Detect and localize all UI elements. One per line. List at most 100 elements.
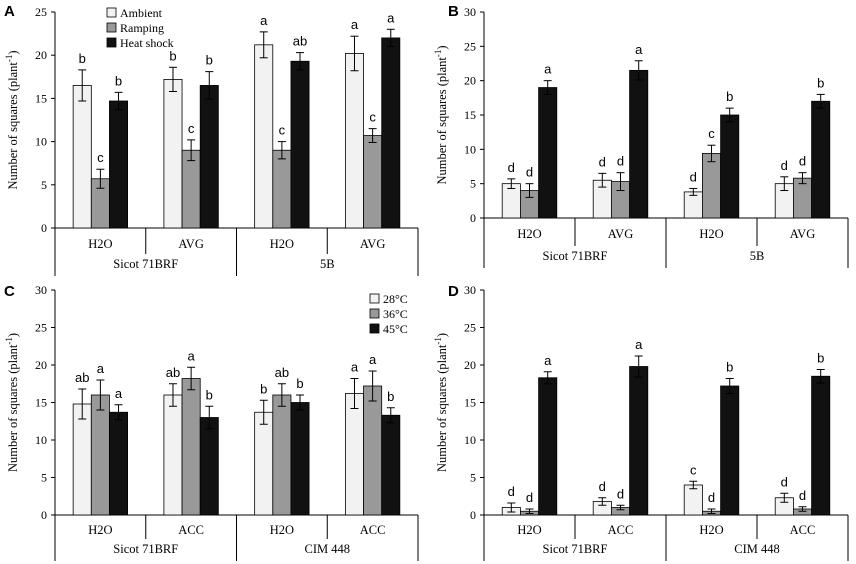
bar bbox=[720, 385, 740, 516]
significance-label: b bbox=[206, 387, 213, 402]
x-category-label: AVG bbox=[790, 227, 815, 241]
x-group-label: Sicot 71BRF bbox=[543, 249, 608, 263]
significance-label: c bbox=[188, 121, 195, 136]
significance-label: b bbox=[115, 73, 122, 88]
legend-label: Ramping bbox=[120, 21, 164, 35]
bar bbox=[199, 417, 219, 516]
y-axis-title-sup: -1 bbox=[433, 337, 443, 345]
y-tick-label: 0 bbox=[470, 508, 476, 522]
x-category-label: H2O bbox=[270, 523, 294, 537]
y-tick-label: 25 bbox=[35, 321, 47, 335]
y-tick-label: 15 bbox=[35, 91, 47, 105]
bar bbox=[363, 135, 383, 229]
x-group-label: 5B bbox=[320, 257, 335, 271]
y-tick-label: 25 bbox=[35, 5, 47, 19]
x-category-label: AVG bbox=[608, 227, 633, 241]
y-tick-label: 15 bbox=[464, 396, 476, 410]
significance-label: a bbox=[635, 337, 643, 352]
y-axis-title-sup: -1 bbox=[4, 337, 14, 345]
bar bbox=[629, 69, 649, 219]
bar bbox=[109, 100, 128, 229]
y-axis-title-close: ) bbox=[435, 333, 449, 337]
significance-label: d bbox=[526, 165, 533, 180]
bar bbox=[72, 403, 92, 516]
y-tick-label: 30 bbox=[35, 283, 47, 297]
significance-label: d bbox=[508, 484, 515, 499]
bar bbox=[629, 366, 649, 516]
significance-label: b bbox=[206, 53, 213, 68]
significance-label: b bbox=[726, 89, 733, 104]
bar bbox=[290, 402, 310, 516]
y-tick-label: 30 bbox=[464, 5, 476, 19]
x-category-label: H2O bbox=[699, 523, 723, 537]
bar bbox=[199, 85, 219, 229]
significance-label: a bbox=[260, 13, 268, 28]
significance-label: a bbox=[351, 360, 359, 375]
bar bbox=[254, 44, 274, 229]
panel-label: B bbox=[448, 3, 459, 20]
y-axis-title-text: Number of squares (plant bbox=[6, 62, 20, 190]
x-category-label: H2O bbox=[88, 237, 112, 251]
legend-label: 28°C bbox=[383, 292, 408, 306]
x-category-label: H2O bbox=[699, 227, 723, 241]
y-axis-title-sup: -1 bbox=[433, 50, 443, 58]
panel-b: B 0 5 10 15 20 25 30 Number of squares (plant-1)… bbox=[433, 3, 849, 268]
x-category-label: H2O bbox=[517, 227, 541, 241]
y-axis-title-text: Number of squares (plant bbox=[435, 344, 449, 472]
significance-label: d bbox=[599, 154, 606, 169]
y-axis-title-text: Number of squares (plant bbox=[6, 344, 20, 472]
significance-label: d bbox=[708, 490, 715, 505]
bar bbox=[290, 60, 310, 229]
bar bbox=[381, 37, 401, 229]
y-tick-label: 0 bbox=[470, 211, 476, 225]
y-axis-title: Number of squares (plant-1) bbox=[4, 50, 20, 189]
y-tick-label: 25 bbox=[464, 321, 476, 335]
y-tick-label: 5 bbox=[41, 471, 47, 485]
bar bbox=[272, 394, 292, 516]
bar bbox=[109, 411, 128, 516]
legend-label: Heat shock bbox=[120, 36, 174, 50]
bar bbox=[811, 100, 831, 219]
significance-label: a bbox=[544, 62, 552, 77]
significance-label: b bbox=[817, 75, 824, 90]
bar bbox=[72, 85, 92, 229]
significance-label: ab bbox=[293, 34, 307, 49]
bar bbox=[163, 394, 183, 516]
x-category-label: ACC bbox=[360, 523, 386, 537]
bar bbox=[181, 378, 201, 516]
panel-label: A bbox=[4, 3, 15, 20]
significance-label: ab bbox=[166, 365, 180, 380]
x-category-label: ACC bbox=[178, 523, 204, 537]
bar bbox=[683, 484, 703, 516]
significance-label: d bbox=[690, 169, 697, 184]
significance-label: d bbox=[799, 488, 806, 503]
y-tick-label: 15 bbox=[35, 396, 47, 410]
significance-label: c bbox=[708, 126, 715, 141]
significance-label: c bbox=[690, 462, 697, 477]
y-axis-title-close: ) bbox=[435, 45, 449, 49]
bar bbox=[181, 149, 201, 229]
bar bbox=[344, 393, 364, 516]
significance-label: b bbox=[79, 51, 86, 66]
bar bbox=[90, 394, 110, 516]
legend-swatch bbox=[106, 7, 117, 18]
x-category-label: H2O bbox=[88, 523, 112, 537]
x-group-label: Sicot 71BRF bbox=[543, 542, 608, 556]
bar bbox=[163, 78, 183, 229]
bar bbox=[254, 411, 274, 516]
x-group-label: CIM 448 bbox=[734, 542, 780, 556]
significance-label: a bbox=[635, 42, 643, 57]
bar bbox=[811, 375, 831, 516]
y-tick-label: 5 bbox=[41, 178, 47, 192]
y-tick-label: 10 bbox=[35, 135, 47, 149]
y-tick-label: 10 bbox=[35, 433, 47, 447]
legend-swatch bbox=[106, 22, 117, 33]
bar bbox=[720, 114, 740, 219]
panel-c: C 0 5 10 15 20 25 30 Number of squares (plant-1)… bbox=[4, 283, 419, 561]
legend-swatch bbox=[369, 308, 380, 319]
significance-label: ab bbox=[75, 370, 89, 385]
significance-label: d bbox=[617, 486, 624, 501]
significance-label: b bbox=[296, 376, 303, 391]
x-category-label: ACC bbox=[790, 523, 816, 537]
